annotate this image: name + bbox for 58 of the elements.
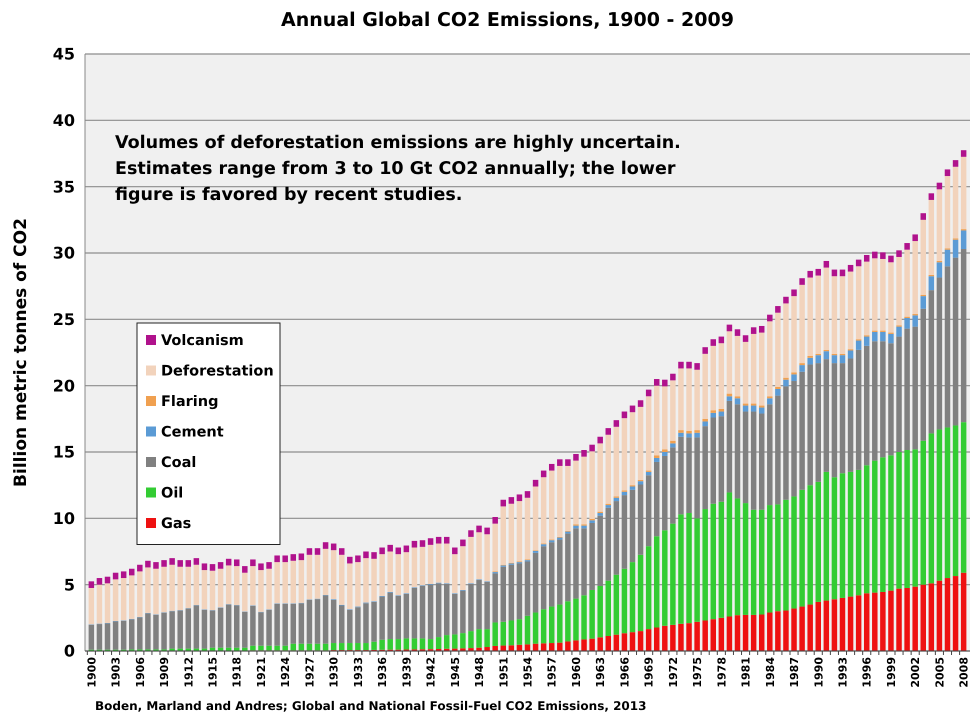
x-tick-label: 1921 bbox=[254, 657, 268, 688]
legend-label: Oil bbox=[161, 486, 184, 502]
x-tick-label: 2008 bbox=[958, 657, 971, 688]
x-tick-label: 1909 bbox=[158, 657, 172, 688]
x-tick-label: 1993 bbox=[836, 657, 850, 688]
annotation: Volumes of deforestation emissions are highly uncertain. Estimates range from 3 to 10 Gt CO2 annually; the lower figure is favored by recent studies. bbox=[115, 133, 681, 205]
x-tick-label: 1927 bbox=[303, 657, 316, 688]
x-tick-label: 1999 bbox=[884, 657, 898, 688]
y-tick-label: 45 bbox=[52, 44, 75, 64]
x-tick-label: 1960 bbox=[570, 656, 583, 688]
x-tick-label: 1939 bbox=[400, 657, 414, 688]
y-tick-label: 20 bbox=[52, 376, 75, 396]
x-tick-label: 1954 bbox=[522, 656, 534, 688]
x-tick-label: 1963 bbox=[594, 657, 608, 688]
x-tick-label: 2002 bbox=[909, 657, 922, 688]
x-tick-label: 2005 bbox=[933, 657, 946, 688]
x-tick-label: 1984 bbox=[764, 656, 777, 688]
x-tick-label: 1903 bbox=[110, 657, 123, 688]
x-tick-label: 1918 bbox=[230, 657, 244, 688]
x-tick-label: 1933 bbox=[352, 657, 365, 688]
x-tick-label: 1987 bbox=[788, 657, 802, 688]
x-tick-label: 1936 bbox=[376, 656, 390, 688]
x-tick-label: 1981 bbox=[740, 657, 753, 688]
x-tick-label: 1906 bbox=[134, 656, 147, 688]
y-tick-label: 15 bbox=[52, 442, 75, 462]
y-tick-label: 10 bbox=[52, 508, 75, 528]
x-tick-label: 1969 bbox=[642, 657, 656, 688]
legend-label: Gas bbox=[161, 516, 192, 532]
x-tick-label: 1990 bbox=[812, 656, 826, 688]
x-tick-label: 1900 bbox=[85, 656, 98, 688]
legend-label: Coal bbox=[161, 455, 196, 472]
legend-label: Deforestation bbox=[161, 364, 274, 380]
y-tick-label: 35 bbox=[52, 177, 75, 196]
legend-label: Cement bbox=[161, 424, 224, 441]
x-tick-label: 1912 bbox=[182, 657, 196, 688]
text: Boden, Marland and Andres; Global and National Fossil-Fuel CO2 Emissions, 2013 bbox=[95, 699, 646, 713]
x-tick-label: 1924 bbox=[279, 656, 292, 688]
y-axis-title: Billion metric tonnes of CO2 bbox=[11, 218, 31, 487]
legend-label: Flaring bbox=[161, 394, 218, 410]
y-tick-label: 40 bbox=[52, 110, 75, 130]
y-tick-label: 5 bbox=[64, 575, 75, 594]
legend-label: Volcanism bbox=[161, 333, 244, 350]
x-tick-label: 1978 bbox=[715, 657, 728, 688]
y-tick-label: 0 bbox=[64, 642, 75, 661]
x-tick-label: 1942 bbox=[424, 657, 438, 688]
x-tick-label: 1951 bbox=[497, 657, 510, 688]
x-tick-label: 1996 bbox=[860, 656, 874, 688]
x-tick-label: 1975 bbox=[691, 657, 704, 688]
x-tick-label: 1930 bbox=[328, 656, 341, 688]
x-tick-label: 1945 bbox=[448, 657, 462, 688]
x-tick-label: 1972 bbox=[666, 657, 680, 688]
y-tick-label: 30 bbox=[52, 244, 75, 263]
x-tick-label: 1915 bbox=[206, 657, 220, 688]
x-tick-label: 1948 bbox=[473, 657, 486, 688]
chart-title: Annual Global CO2 Emissions, 1900 - 2009 bbox=[281, 9, 734, 31]
y-tick-label: 25 bbox=[52, 310, 75, 329]
x-tick-label: 1957 bbox=[546, 657, 559, 688]
x-tick-label: 1966 bbox=[618, 656, 632, 688]
